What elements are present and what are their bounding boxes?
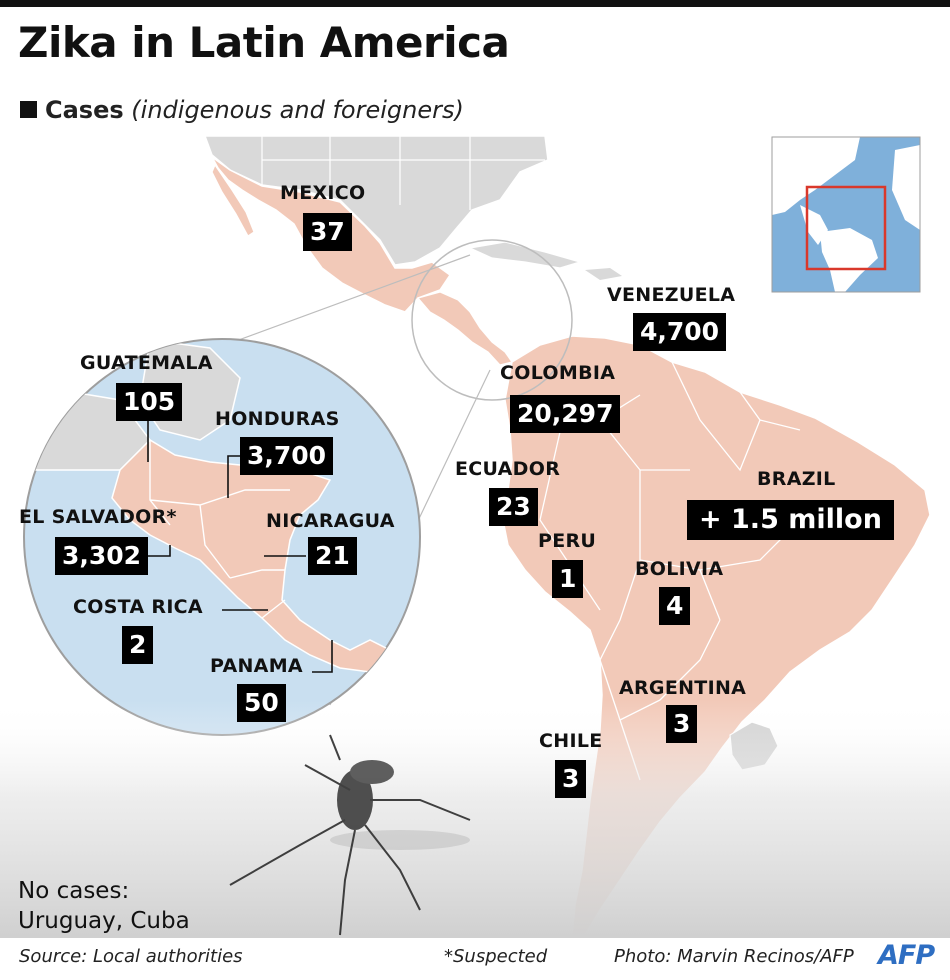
country-label-argentina: ARGENTINA <box>619 677 747 699</box>
page-title: Zika in Latin America <box>18 18 510 67</box>
country-label-brazil: BRAZIL <box>757 468 836 490</box>
country-label-guatemala: GUATEMALA <box>80 352 213 374</box>
afp-logo: AFP <box>878 940 935 971</box>
country-label-ecuador: ECUADOR <box>455 458 561 480</box>
cases-peru: 1 <box>552 560 584 598</box>
inset-borders <box>149 440 290 619</box>
country-label-honduras: HONDURAS <box>215 408 340 430</box>
subtitle-note: (indigenous and foreigners) <box>131 96 464 124</box>
country-label-nicaragua: NICARAGUA <box>266 510 395 532</box>
state-lines <box>261 136 545 210</box>
cases-el-salvador: 3,302 <box>55 537 149 575</box>
subtitle: Cases (indigenous and foreigners) <box>20 96 464 124</box>
country-label-panama: PANAMA <box>210 655 303 677</box>
cases-nicaragua: 21 <box>308 537 357 575</box>
country-label-peru: PERU <box>538 530 597 552</box>
subtitle-cases: Cases <box>45 96 124 124</box>
cases-colombia: 20,297 <box>510 395 621 433</box>
baja-california <box>211 163 255 237</box>
cases-mexico: 37 <box>303 213 352 251</box>
country-label-venezuela: VENEZUELA <box>607 284 736 306</box>
cases-costa-rica: 2 <box>122 626 154 664</box>
cases-bolivia: 4 <box>659 587 691 625</box>
country-label-costa-rica: COSTA RICA <box>73 596 203 618</box>
no-cases-list: Uruguay, Cuba <box>18 908 190 934</box>
country-label-mexico: MEXICO <box>280 182 366 204</box>
country-label-chile: CHILE <box>539 730 603 752</box>
mosquito-photo <box>229 734 471 936</box>
cuba-land <box>467 241 583 269</box>
central-america-land <box>416 291 513 366</box>
cases-argentina: 3 <box>666 705 698 743</box>
country-label-colombia: COLOMBIA <box>500 362 616 384</box>
no-cases-note: No cases: Uruguay, Cuba <box>18 876 190 936</box>
cases-honduras: 3,700 <box>240 437 334 475</box>
country-label-bolivia: BOLIVIA <box>635 558 724 580</box>
legend-square-icon <box>20 101 37 118</box>
country-label-el-salvador: EL SALVADOR* <box>19 506 177 528</box>
no-cases-heading: No cases: <box>18 878 130 904</box>
inset-highlight-box <box>805 185 887 271</box>
cases-panama: 50 <box>237 684 286 722</box>
suspected-note: *Suspected <box>444 946 548 967</box>
cases-brazil: + 1.5 millon <box>687 500 894 540</box>
top-rule <box>0 0 950 7</box>
hispaniola <box>585 268 622 280</box>
cases-chile: 3 <box>555 760 587 798</box>
cases-ecuador: 23 <box>489 488 538 526</box>
source-credit: Source: Local authorities <box>19 946 243 967</box>
photo-credit: Photo: Marvin Recinos/AFP <box>614 946 854 967</box>
locator-inset <box>772 137 920 292</box>
cases-venezuela: 4,700 <box>633 313 727 351</box>
cases-guatemala: 105 <box>116 383 183 421</box>
